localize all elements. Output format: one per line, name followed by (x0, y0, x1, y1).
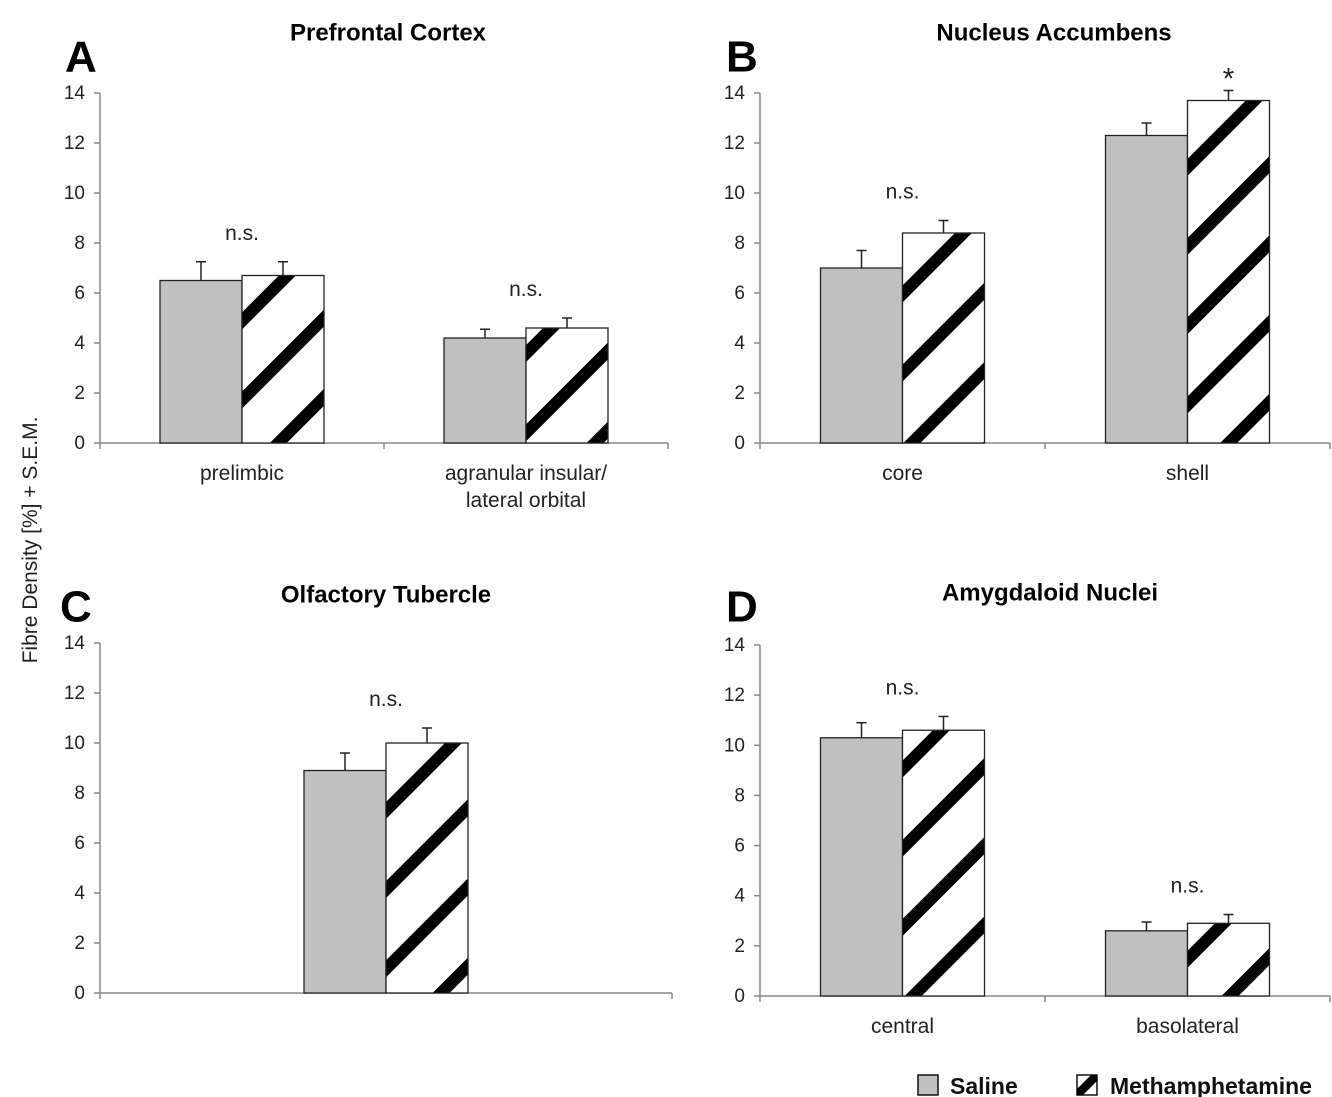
y-tick-label: 6 (734, 283, 745, 304)
bar-saline (303, 769, 387, 994)
y-tick-label: 10 (724, 183, 745, 204)
y-axis-label: Fibre Density [%] + S.E.M. (19, 417, 42, 664)
y-tick-label: 6 (74, 283, 85, 304)
y-tick-label: 0 (74, 983, 85, 1004)
panel-letter: D (726, 583, 758, 632)
ns-annotation: n.s. (886, 676, 920, 699)
ns-annotation: n.s. (886, 181, 920, 204)
bar-methamphetamine (901, 232, 986, 444)
panel-title: Olfactory Tubercle (281, 581, 491, 608)
bar-methamphetamine (901, 729, 986, 997)
y-tick-label: 0 (734, 986, 745, 1007)
category-label: agranular insular/ (445, 462, 607, 485)
category-label: shell (1166, 462, 1209, 485)
y-tick-label: 4 (734, 886, 745, 907)
ns-annotation: n.s. (369, 688, 403, 711)
bar-saline (819, 737, 904, 997)
y-tick-label: 6 (734, 836, 745, 857)
bar-methamphetamine (385, 742, 469, 994)
panel-c: C Olfactory Tubercle 0 2 4 6 8 10 12 14 n.s. (60, 581, 673, 1004)
panel-a: A Prefrontal Cortex 0 2 4 6 8 10 12 14 n.s. prelimb… (64, 19, 669, 512)
y-tick-label: 4 (74, 883, 85, 904)
y-tick-label: 12 (724, 133, 745, 154)
y-tick-label: 2 (74, 383, 85, 404)
bar-methamphetamine (241, 274, 325, 444)
y-tick-label: 4 (74, 333, 85, 354)
panel-title: Nucleus Accumbens (936, 19, 1171, 46)
bar-methamphetamine (525, 327, 609, 444)
ns-annotation: n.s. (1171, 875, 1205, 898)
y-tick-label: 12 (64, 683, 85, 704)
significance-star: * (1223, 63, 1235, 96)
y-tick-label: 10 (64, 733, 85, 754)
ns-annotation: n.s. (225, 222, 259, 245)
bar-methamphetamine (1186, 99, 1271, 444)
category-label: prelimbic (200, 462, 284, 485)
y-tick-label: 2 (734, 936, 745, 957)
ns-annotation: n.s. (509, 278, 543, 301)
bar-saline (1104, 134, 1189, 444)
bar-methamphetamine (1186, 922, 1271, 997)
y-tick-label: 14 (64, 633, 86, 654)
panel-d: D Amygdaloid Nuclei 0 2 4 6 8 10 12 14 n.s. central… (724, 579, 1331, 1038)
legend-meth-label: Methamphetamine (1110, 1073, 1312, 1097)
y-tick-label: 4 (734, 333, 745, 354)
panel-letter: C (60, 583, 92, 632)
bar-saline (819, 267, 904, 444)
legend-meth-swatch (1076, 1074, 1098, 1096)
y-tick-label: 14 (724, 83, 746, 104)
bar-saline (1104, 930, 1189, 997)
y-tick-label: 0 (734, 433, 745, 454)
y-tick-label: 10 (64, 183, 85, 204)
y-tick-label: 14 (724, 635, 746, 656)
category-label: core (882, 462, 923, 485)
panel-title: Amygdaloid Nuclei (942, 579, 1158, 606)
y-tick-label: 2 (74, 933, 85, 954)
y-tick-label: 6 (74, 833, 85, 854)
panel-title: Prefrontal Cortex (290, 19, 487, 46)
legend: Saline Methamphetamine (917, 1073, 1312, 1097)
panel-b: B Nucleus Accumbens 0 2 4 6 8 10 12 14 n.s. core * sh… (724, 19, 1331, 485)
y-tick-label: 14 (64, 83, 86, 104)
y-tick-label: 8 (74, 233, 85, 254)
legend-saline-label: Saline (950, 1073, 1018, 1097)
panel-letter: A (65, 33, 97, 82)
bar-saline (443, 337, 527, 444)
category-label: lateral orbital (466, 489, 586, 512)
legend-saline-swatch (917, 1074, 939, 1096)
category-label: central (871, 1015, 934, 1038)
y-tick-label: 8 (734, 785, 745, 806)
y-tick-label: 12 (724, 685, 745, 706)
bar-saline (159, 279, 243, 444)
y-tick-label: 0 (74, 433, 85, 454)
y-tick-label: 8 (74, 783, 85, 804)
category-label: basolateral (1136, 1015, 1239, 1038)
panels: A Prefrontal Cortex 0 2 4 6 8 10 12 14 n.s. prelimb… (60, 19, 1331, 1038)
y-tick-label: 12 (64, 133, 85, 154)
y-tick-label: 2 (734, 383, 745, 404)
y-tick-label: 8 (734, 233, 745, 254)
y-tick-label: 10 (724, 735, 745, 756)
panel-letter: B (726, 33, 758, 82)
